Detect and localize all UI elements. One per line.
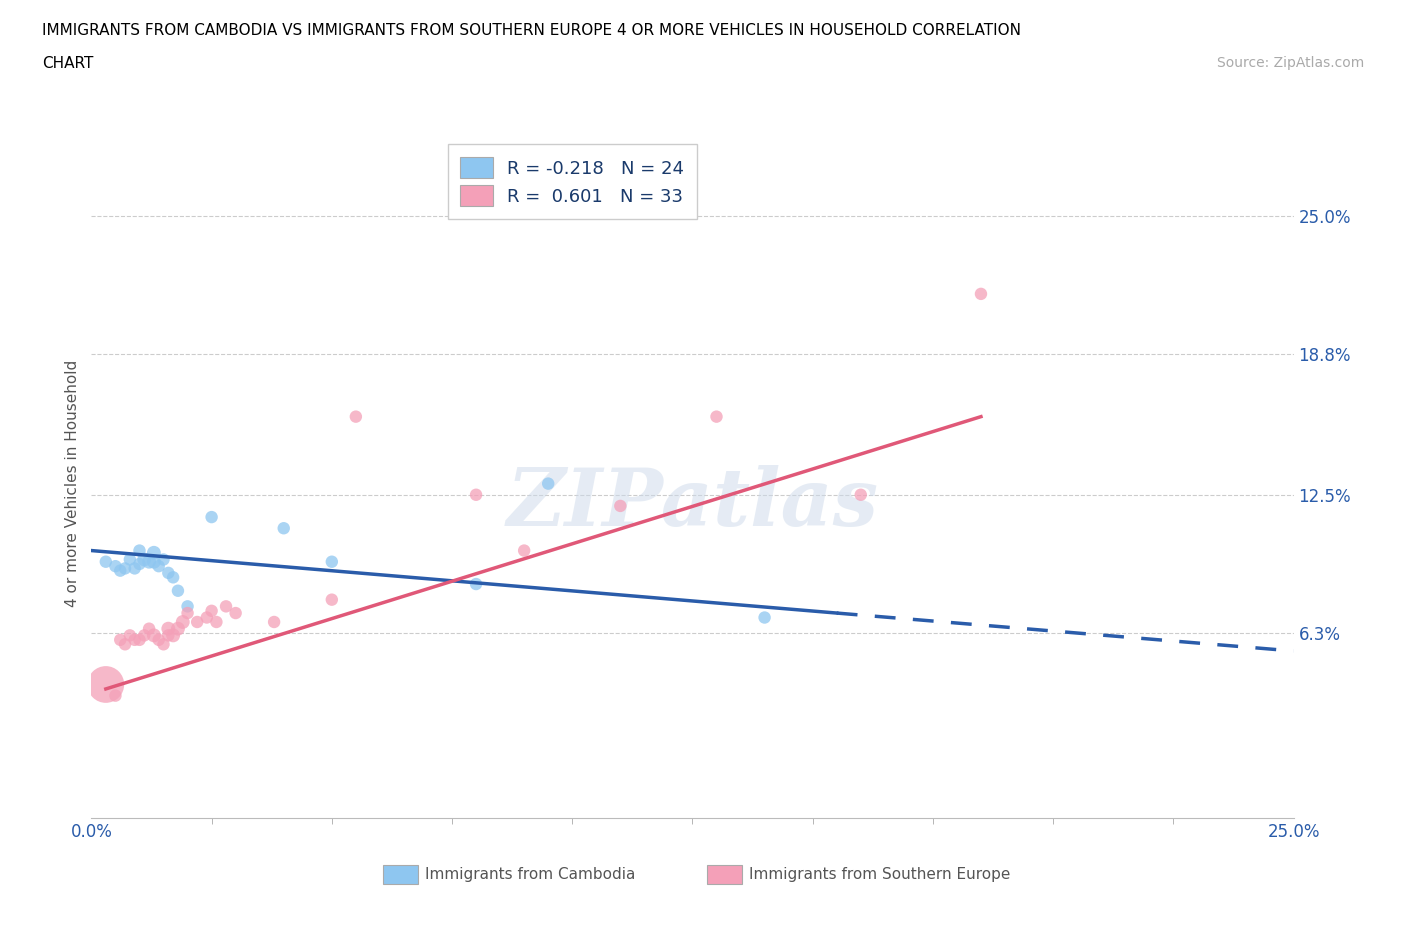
Point [157, 628, 180, 643]
Point [465, 577, 488, 591]
Point [157, 565, 180, 580]
Point [176, 605, 198, 620]
Point [148, 559, 170, 574]
Text: Source: ZipAtlas.com: Source: ZipAtlas.com [1216, 56, 1364, 70]
Point [134, 628, 156, 643]
Point [225, 605, 247, 620]
Point [215, 599, 238, 614]
Point [176, 599, 198, 614]
Text: ZIPatlas: ZIPatlas [506, 465, 879, 542]
Point [94, 677, 117, 692]
Point [142, 545, 165, 560]
Point [110, 564, 132, 578]
Point [128, 556, 150, 571]
Point [124, 561, 146, 576]
Point [754, 610, 776, 625]
Point [138, 621, 160, 636]
Point [157, 621, 180, 636]
Point [142, 628, 165, 643]
Point [114, 561, 136, 576]
Point [970, 286, 993, 301]
Point [849, 487, 872, 502]
Point [118, 552, 141, 567]
Point [321, 554, 343, 569]
Point [142, 554, 165, 569]
Point [205, 615, 228, 630]
Point [195, 610, 218, 625]
Point [152, 637, 174, 652]
Text: IMMIGRANTS FROM CAMBODIA VS IMMIGRANTS FROM SOUTHERN EUROPE 4 OR MORE VEHICLES I: IMMIGRANTS FROM CAMBODIA VS IMMIGRANTS F… [42, 23, 1021, 38]
Point [104, 559, 127, 574]
Text: Immigrants from Southern Europe: Immigrants from Southern Europe [748, 867, 1010, 882]
Point [118, 628, 141, 643]
Point [162, 628, 184, 643]
Point [186, 615, 208, 630]
Point [609, 498, 631, 513]
Point [138, 554, 160, 569]
Point [513, 543, 536, 558]
Point [134, 552, 156, 567]
Point [706, 409, 728, 424]
Point [273, 521, 295, 536]
Point [537, 476, 560, 491]
Point [110, 632, 132, 647]
Point [114, 637, 136, 652]
Point [94, 554, 117, 569]
Point [152, 552, 174, 567]
Point [321, 592, 343, 607]
Point [124, 632, 146, 647]
Point [128, 632, 150, 647]
Text: Immigrants from Cambodia: Immigrants from Cambodia [425, 867, 636, 882]
Point [344, 409, 367, 424]
Y-axis label: 4 or more Vehicles in Household: 4 or more Vehicles in Household [65, 360, 80, 607]
Point [128, 543, 150, 558]
Point [104, 688, 127, 703]
Point [201, 604, 224, 618]
Text: CHART: CHART [42, 56, 94, 71]
Point [201, 510, 224, 525]
Point [172, 615, 194, 630]
Point [263, 615, 285, 630]
Point [167, 621, 190, 636]
Point [162, 570, 184, 585]
Legend: R = -0.218   N = 24, R =  0.601   N = 33: R = -0.218 N = 24, R = 0.601 N = 33 [447, 144, 697, 219]
Point [148, 632, 170, 647]
Point [167, 583, 190, 598]
Point [465, 487, 488, 502]
